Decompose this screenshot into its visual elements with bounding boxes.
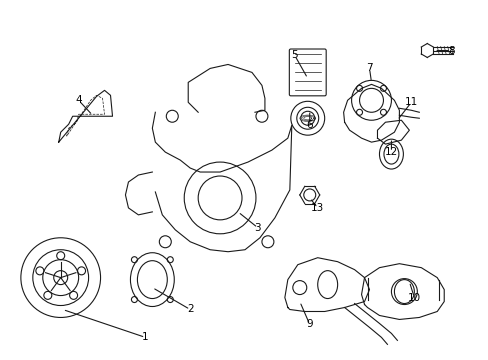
Text: 9: 9 [306,319,312,329]
Text: 2: 2 [186,305,193,315]
Text: 8: 8 [447,45,453,55]
Text: 6: 6 [306,120,312,130]
Text: 5: 5 [291,50,298,60]
Text: 3: 3 [254,223,261,233]
Text: 13: 13 [310,203,324,213]
Text: 12: 12 [384,147,397,157]
Text: 1: 1 [142,332,148,342]
Text: 7: 7 [366,63,372,73]
Text: 4: 4 [75,95,82,105]
Text: 11: 11 [404,97,417,107]
Text: 10: 10 [407,293,420,302]
